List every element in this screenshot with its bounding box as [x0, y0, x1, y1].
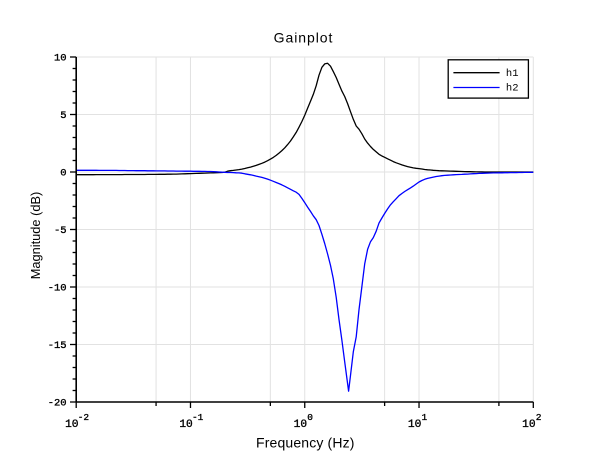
- svg-text:Frequency (Hz): Frequency (Hz): [256, 434, 355, 450]
- svg-text:10: 10: [54, 53, 67, 65]
- svg-text:-1: -1: [192, 412, 204, 423]
- svg-text:2: 2: [536, 412, 542, 423]
- svg-text:-5: -5: [54, 225, 67, 237]
- svg-text:-10: -10: [48, 283, 67, 295]
- svg-text:5: 5: [60, 110, 66, 122]
- svg-text:10: 10: [522, 419, 536, 431]
- svg-text:Gainplot: Gainplot: [274, 29, 334, 45]
- svg-text:-20: -20: [48, 398, 67, 410]
- svg-text:10: 10: [179, 419, 193, 431]
- svg-text:-2: -2: [78, 412, 90, 423]
- svg-text:h2: h2: [506, 83, 519, 95]
- svg-text:1: 1: [422, 412, 428, 423]
- svg-text:10: 10: [408, 419, 422, 431]
- svg-text:-15: -15: [48, 340, 67, 352]
- svg-text:h1: h1: [506, 68, 519, 80]
- svg-text:0: 0: [60, 168, 66, 180]
- svg-text:10: 10: [294, 419, 308, 431]
- svg-text:10: 10: [65, 419, 79, 431]
- svg-text:Magnitude (dB): Magnitude (dB): [28, 192, 43, 280]
- svg-text:0: 0: [307, 412, 313, 423]
